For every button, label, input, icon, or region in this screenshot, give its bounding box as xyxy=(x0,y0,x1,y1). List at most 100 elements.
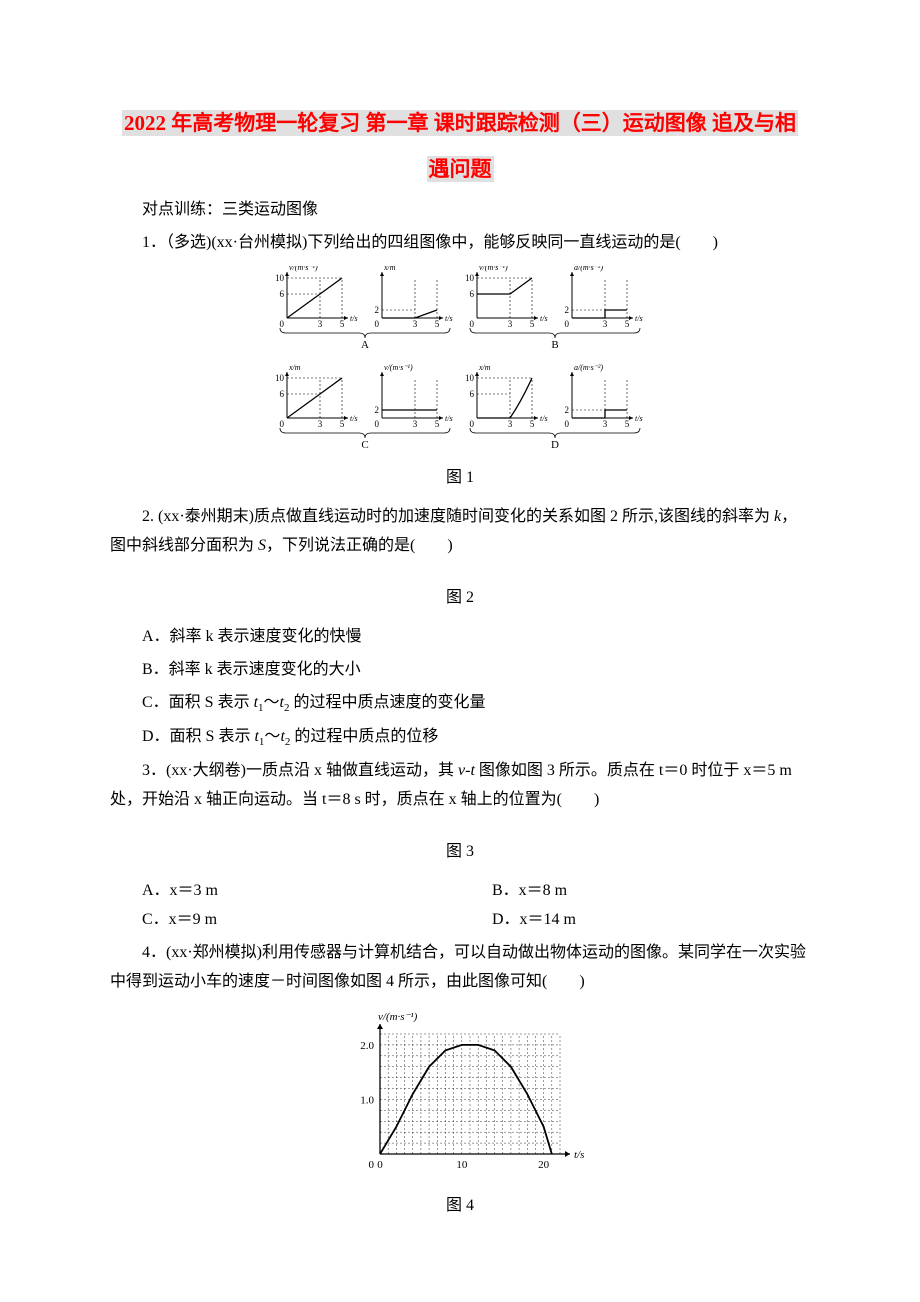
svg-text:10: 10 xyxy=(465,373,475,383)
svg-text:v/(m·s⁻¹): v/(m·s⁻¹) xyxy=(378,1011,418,1023)
svg-text:5: 5 xyxy=(340,419,345,429)
svg-text:t/s: t/s xyxy=(635,314,643,323)
svg-text:a/(m·s⁻²): a/(m·s⁻²) xyxy=(574,363,603,372)
svg-text:C: C xyxy=(361,439,368,451)
q3-options-row1: A．x＝3 m B．x＝8 m xyxy=(110,877,810,906)
svg-text:2.0: 2.0 xyxy=(360,1040,374,1052)
svg-text:x/m: x/m xyxy=(288,363,301,372)
svg-text:0: 0 xyxy=(565,419,570,429)
svg-text:A: A xyxy=(361,339,369,351)
svg-text:10: 10 xyxy=(465,273,475,283)
svg-text:0: 0 xyxy=(470,319,475,329)
svg-text:t/s: t/s xyxy=(350,414,358,423)
question-2: 2. (xx·泰州期末)质点做直线运动时的加速度随时间变化的关系如图 2 所示,… xyxy=(110,503,810,561)
svg-text:2: 2 xyxy=(375,305,380,315)
svg-text:6: 6 xyxy=(280,389,285,399)
svg-text:10: 10 xyxy=(275,373,285,383)
svg-text:D: D xyxy=(551,439,559,451)
svg-text:0: 0 xyxy=(375,419,380,429)
figure-4: 0 10 20 1.0 2.0 0 v/(m·s⁻¹) t/s xyxy=(330,1004,590,1184)
sym-s: S xyxy=(258,537,266,554)
svg-text:x/m: x/m xyxy=(478,363,491,372)
section-header: 对点训练：三类运动图像 xyxy=(110,196,810,225)
q2c-mid: ～ xyxy=(264,694,280,711)
q3-option-a: A．x＝3 m xyxy=(110,877,460,906)
figure-3-label: 图 3 xyxy=(110,838,810,867)
svg-text:10: 10 xyxy=(275,273,285,283)
question-3: 3．(xx·大纲卷)一质点沿 x 轴做直线运动，其 v-t 图像如图 3 所示。… xyxy=(110,757,810,815)
svg-text:t/s: t/s xyxy=(574,1149,584,1161)
svg-text:t/s: t/s xyxy=(445,414,453,423)
svg-text:10: 10 xyxy=(456,1159,468,1171)
svg-text:3: 3 xyxy=(318,419,323,429)
title-line-1: 2022 年高考物理一轮复习 第一章 课时跟踪检测（三）运动图像 追及与相 xyxy=(122,110,798,136)
svg-text:3: 3 xyxy=(508,419,513,429)
svg-text:v/(m·s⁻¹): v/(m·s⁻¹) xyxy=(289,266,318,272)
q3-option-b: B．x＝8 m xyxy=(460,877,810,906)
svg-text:3: 3 xyxy=(603,419,608,429)
document-page: 2022 年高考物理一轮复习 第一章 课时跟踪检测（三）运动图像 追及与相 遇问… xyxy=(0,0,920,1302)
svg-text:v/(m·s⁻¹): v/(m·s⁻¹) xyxy=(384,363,413,372)
svg-text:B: B xyxy=(551,339,558,351)
svg-text:6: 6 xyxy=(470,289,475,299)
svg-text:3: 3 xyxy=(603,319,608,329)
figure-2-label: 图 2 xyxy=(110,584,810,613)
svg-text:2: 2 xyxy=(565,405,570,415)
q2c-pre: C．面积 S 表示 xyxy=(142,694,254,711)
svg-text:5: 5 xyxy=(530,319,535,329)
title-line-2: 遇问题 xyxy=(427,156,494,182)
question-4: 4．(xx·郑州模拟)利用传感器与计算机结合，可以自动做出物体运动的图像。某同学… xyxy=(110,939,810,997)
svg-text:5: 5 xyxy=(435,319,440,329)
question-1: 1．（多选)(xx·台州模拟)下列给出的四组图像中，能够反映同一直线运动的是( … xyxy=(110,229,810,258)
svg-text:5: 5 xyxy=(625,419,630,429)
svg-text:5: 5 xyxy=(435,419,440,429)
svg-text:3: 3 xyxy=(318,319,323,329)
svg-text:t/s: t/s xyxy=(540,314,548,323)
svg-text:x/m: x/m xyxy=(383,266,396,272)
svg-text:3: 3 xyxy=(413,419,418,429)
svg-text:2: 2 xyxy=(375,405,380,415)
svg-text:6: 6 xyxy=(470,389,475,399)
svg-text:v/(m·s⁻¹): v/(m·s⁻¹) xyxy=(479,266,508,272)
svg-text:0: 0 xyxy=(369,1159,375,1171)
svg-text:2: 2 xyxy=(565,305,570,315)
q3-v: v xyxy=(458,762,465,779)
q2-option-b: B．斜率 k 表示速度变化的大小 xyxy=(110,656,810,685)
svg-text:0: 0 xyxy=(470,419,475,429)
svg-text:a/(m·s⁻²): a/(m·s⁻²) xyxy=(574,266,603,272)
svg-text:t/s: t/s xyxy=(350,314,358,323)
q2d-post: 的过程中质点的位移 xyxy=(290,728,438,745)
figure-1: v/(m·s⁻¹)t/s035610x/mt/s0352v/(m·s⁻¹)t/s… xyxy=(265,266,655,456)
q2-option-d: D．面积 S 表示 t1～t2 的过程中质点的位移 xyxy=(110,723,810,753)
q2d-pre: D．面积 S 表示 xyxy=(142,728,254,745)
q3-options-row2: C．x＝9 m D．x＝14 m xyxy=(110,906,810,935)
svg-text:0: 0 xyxy=(280,419,285,429)
svg-text:6: 6 xyxy=(280,289,285,299)
svg-text:3: 3 xyxy=(508,319,513,329)
q2c-post: 的过程中质点速度的变化量 xyxy=(290,694,486,711)
figure-4-label: 图 4 xyxy=(110,1192,810,1221)
svg-text:3: 3 xyxy=(413,319,418,329)
q3-option-d: D．x＝14 m xyxy=(460,906,810,935)
svg-text:0: 0 xyxy=(377,1159,383,1171)
q2d-mid: ～ xyxy=(264,728,280,745)
svg-text:5: 5 xyxy=(625,319,630,329)
q2-option-c: C．面积 S 表示 t1～t2 的过程中质点速度的变化量 xyxy=(110,689,810,719)
title-block: 2022 年高考物理一轮复习 第一章 课时跟踪检测（三）运动图像 追及与相 遇问… xyxy=(110,100,810,192)
q3-text-a: 3．(xx·大纲卷)一质点沿 x 轴做直线运动，其 xyxy=(142,762,458,779)
svg-text:0: 0 xyxy=(280,319,285,329)
svg-text:5: 5 xyxy=(530,419,535,429)
q3-option-c: C．x＝9 m xyxy=(110,906,460,935)
q2-text-a: 2. (xx·泰州期末)质点做直线运动时的加速度随时间变化的关系如图 2 所示,… xyxy=(142,508,774,525)
svg-text:1.0: 1.0 xyxy=(360,1095,374,1107)
svg-text:5: 5 xyxy=(340,319,345,329)
svg-text:0: 0 xyxy=(565,319,570,329)
svg-text:20: 20 xyxy=(538,1159,550,1171)
svg-text:t/s: t/s xyxy=(635,414,643,423)
figure-1-label: 图 1 xyxy=(110,464,810,493)
svg-text:t/s: t/s xyxy=(540,414,548,423)
svg-text:0: 0 xyxy=(375,319,380,329)
q2-text-c: ，下列说法正确的是( ) xyxy=(266,537,453,554)
svg-text:t/s: t/s xyxy=(445,314,453,323)
q2-option-a: A．斜率 k 表示速度变化的快慢 xyxy=(110,623,810,652)
